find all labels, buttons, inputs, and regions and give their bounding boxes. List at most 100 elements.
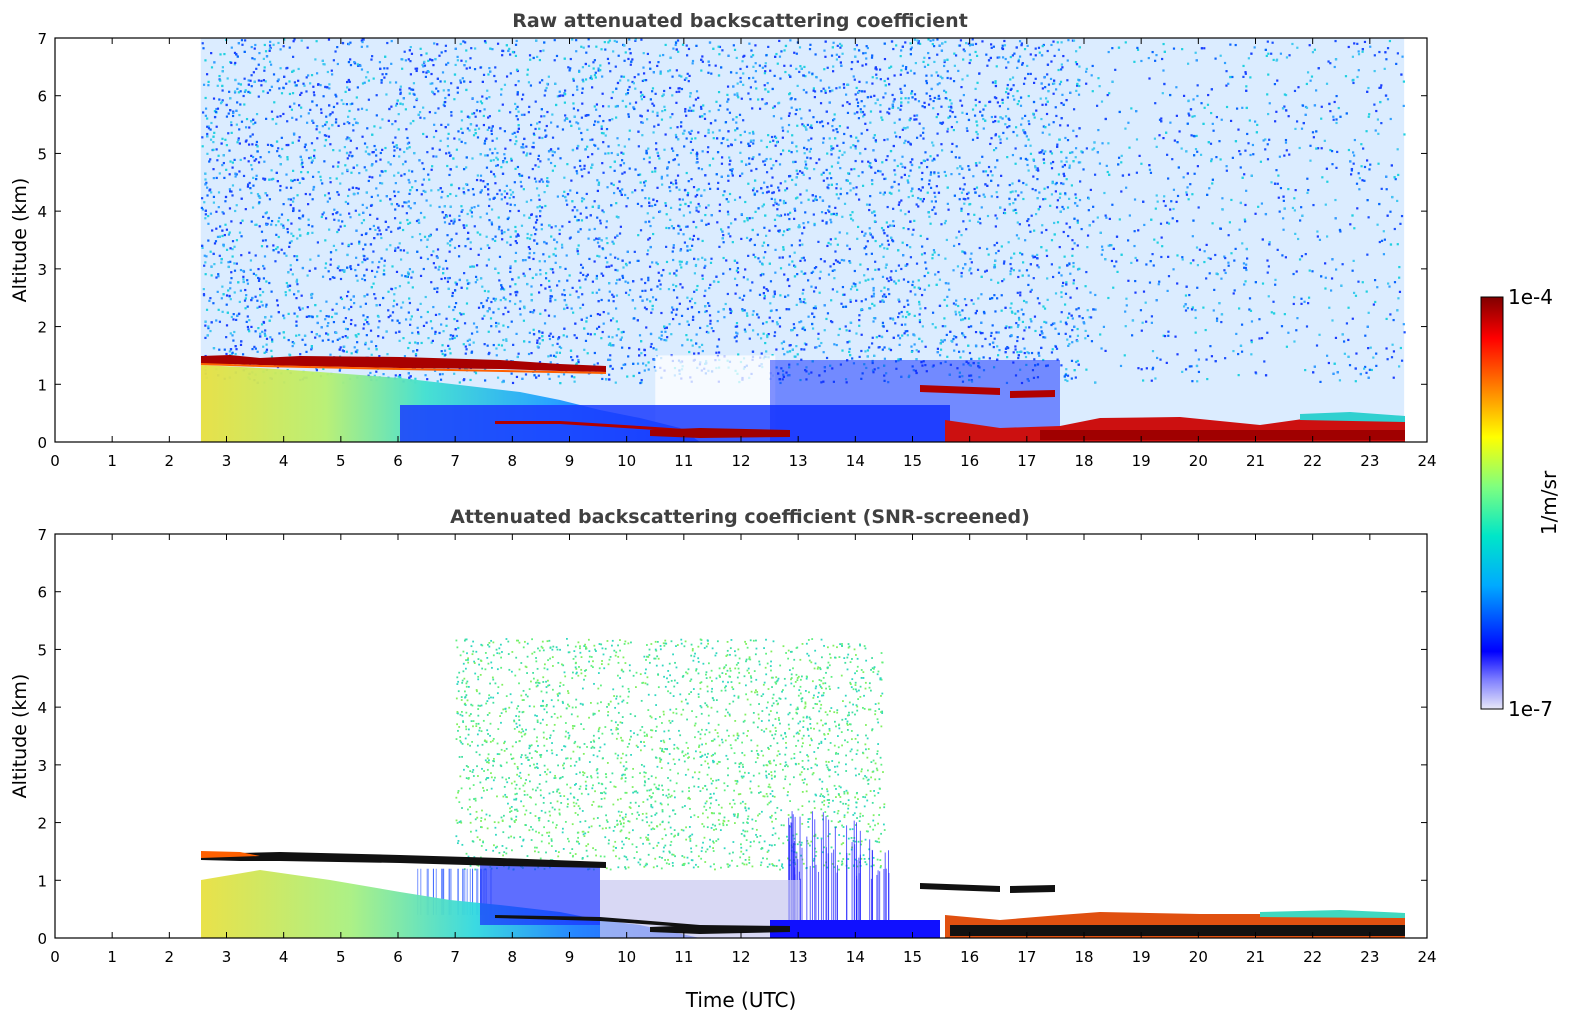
noise-pixel xyxy=(582,80,585,83)
noise-pixel xyxy=(307,223,310,227)
noise-pixel xyxy=(640,98,644,101)
noise-pixel xyxy=(707,128,710,131)
noise-pixel xyxy=(622,330,625,334)
noise-pixel xyxy=(359,305,362,308)
noise-pixel xyxy=(551,344,554,347)
noise-pixel xyxy=(220,261,223,264)
noise-pixel xyxy=(651,102,654,105)
noise-pixel xyxy=(779,199,782,202)
noise-pixel xyxy=(864,350,867,353)
noise-pixel xyxy=(444,259,448,263)
noise-pixel xyxy=(663,148,666,151)
noise-pixel xyxy=(525,145,528,148)
noise-pixel xyxy=(899,73,902,76)
noise-pixel xyxy=(893,131,897,134)
noise-pixel xyxy=(538,330,541,333)
noise-pixel xyxy=(950,106,953,110)
noise-pixel xyxy=(886,234,889,237)
noise-pixel xyxy=(407,58,410,61)
noise-pixel xyxy=(800,257,803,260)
noise-pixel xyxy=(261,330,264,333)
noise-pixel xyxy=(644,179,647,183)
noise-pixel xyxy=(825,356,829,360)
noise-pixel xyxy=(665,339,668,342)
noise-pixel xyxy=(927,63,930,66)
noise-pixel xyxy=(1196,150,1199,153)
noise-pixel xyxy=(620,75,623,78)
noise-pixel xyxy=(288,289,291,292)
noise-pixel xyxy=(611,317,615,320)
noise-pixel xyxy=(946,127,950,130)
noise-pixel xyxy=(784,70,787,74)
noise-pixel xyxy=(1210,160,1213,163)
noise-pixel xyxy=(1250,353,1253,356)
noise-pixel xyxy=(925,74,928,77)
noise-pixel xyxy=(446,164,449,168)
noise-pixel xyxy=(799,193,802,196)
noise-pixel xyxy=(1356,207,1359,210)
noise-pixel xyxy=(673,158,677,161)
noise-pixel xyxy=(1172,207,1175,211)
noise-pixel xyxy=(260,245,264,248)
noise-pixel xyxy=(372,151,375,154)
noise-pixel xyxy=(239,90,242,93)
noise-pixel xyxy=(735,56,738,60)
noise-pixel xyxy=(585,206,588,209)
noise-pixel xyxy=(798,170,802,173)
noise-pixel xyxy=(472,341,475,344)
noise-pixel xyxy=(463,226,466,229)
noise-pixel xyxy=(1066,59,1069,62)
noise-pixel xyxy=(800,320,803,323)
noise-pixel xyxy=(549,297,552,300)
noise-pixel xyxy=(718,245,721,248)
noise-pixel xyxy=(523,306,526,310)
noise-pixel xyxy=(453,318,456,321)
noise-pixel xyxy=(436,43,439,46)
noise-pixel xyxy=(883,293,886,296)
noise-pixel xyxy=(361,203,364,207)
noise-pixel xyxy=(601,247,604,250)
noise-pixel xyxy=(1016,134,1019,137)
noise-pixel xyxy=(1313,48,1316,51)
noise-pixel xyxy=(862,52,865,55)
noise-pixel xyxy=(807,139,810,142)
noise-pixel xyxy=(1133,198,1137,201)
noise-pixel xyxy=(1242,262,1246,265)
noise-pixel xyxy=(680,314,684,318)
noise-pixel xyxy=(765,350,768,353)
noise-pixel xyxy=(1068,312,1071,315)
noise-pixel xyxy=(1389,313,1392,316)
noise-pixel xyxy=(722,241,725,244)
noise-pixel xyxy=(962,48,965,51)
noise-pixel xyxy=(216,159,219,162)
noise-pixel xyxy=(1075,84,1079,87)
noise-pixel xyxy=(875,336,878,339)
noise-pixel xyxy=(458,218,461,222)
noise-pixel xyxy=(1027,274,1030,277)
noise-pixel xyxy=(1355,352,1358,355)
noise-pixel xyxy=(778,39,781,43)
noise-pixel xyxy=(891,93,894,97)
noise-pixel xyxy=(737,96,740,99)
noise-pixel xyxy=(830,299,833,302)
noise-pixel xyxy=(1220,277,1223,280)
noise-pixel xyxy=(1211,222,1214,225)
noise-pixel xyxy=(490,221,493,224)
noise-pixel xyxy=(455,232,458,235)
noise-pixel xyxy=(705,330,709,334)
noise-pixel xyxy=(1100,100,1104,103)
noise-pixel xyxy=(1034,166,1037,169)
noise-pixel xyxy=(1158,280,1161,283)
noise-pixel xyxy=(794,98,797,101)
noise-pixel xyxy=(1250,320,1254,323)
noise-pixel xyxy=(282,86,285,89)
noise-pixel xyxy=(1268,102,1271,105)
noise-pixel xyxy=(597,69,600,72)
noise-pixel xyxy=(1140,368,1143,371)
noise-pixel xyxy=(603,41,606,44)
noise-pixel xyxy=(615,202,618,205)
noise-pixel xyxy=(916,39,919,42)
noise-pixel xyxy=(315,128,318,131)
noise-pixel xyxy=(829,265,832,268)
noise-pixel xyxy=(347,78,350,82)
